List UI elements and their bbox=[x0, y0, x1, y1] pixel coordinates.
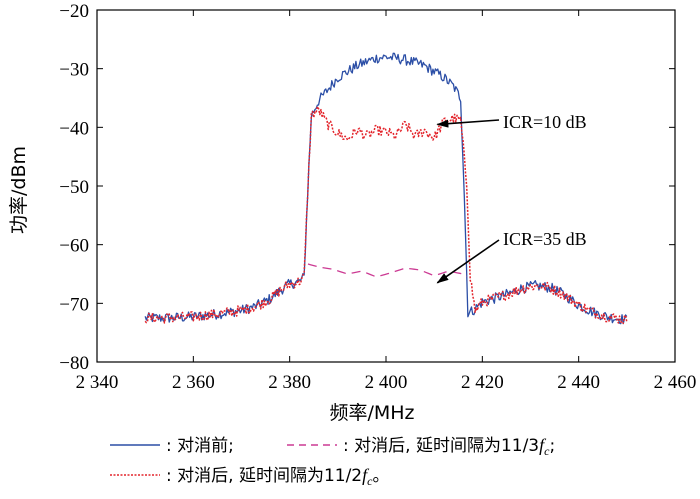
x-tick-label: 2 340 bbox=[76, 372, 119, 393]
y-tick-label: −20 bbox=[59, 1, 89, 22]
annotations: ICR=10 dB ICR=35 dB bbox=[436, 112, 587, 284]
x-tick-label: 2 360 bbox=[172, 372, 215, 393]
y-axis-label: 功率/dBm bbox=[8, 146, 30, 234]
y-tick-label: −80 bbox=[59, 353, 89, 374]
series-line bbox=[144, 105, 628, 325]
annotation-arrow bbox=[436, 239, 500, 284]
plot-area bbox=[144, 52, 628, 325]
annotation-label: ICR=10 dB bbox=[503, 112, 587, 132]
y-tick-label: −30 bbox=[59, 60, 89, 81]
series-line bbox=[144, 52, 628, 325]
y-tick-label: −40 bbox=[59, 118, 89, 139]
axes: 2 340 2 360 2 380 2 400 2 420 2 440 2 460 −80 −7… bbox=[59, 1, 696, 393]
y-tick-label: −70 bbox=[59, 294, 89, 315]
x-tick-label: 2 380 bbox=[268, 372, 311, 393]
annotation-label: ICR=35 dB bbox=[503, 229, 587, 249]
legend-label: : 对消前; bbox=[166, 436, 234, 456]
x-tick-label: 2 440 bbox=[557, 372, 600, 393]
legend: : 对消前; : 对消后, 延时间隔为11/3fc; : 对消后, 延时间隔为11/… bbox=[110, 435, 555, 488]
y-tick-label: −50 bbox=[59, 177, 89, 198]
legend-label: : 对消后, 延时间隔为11/2fc。 bbox=[166, 465, 389, 488]
annotation-arrow bbox=[436, 119, 500, 128]
x-tick-label: 2 460 bbox=[654, 372, 697, 393]
x-tick-label: 2 420 bbox=[461, 372, 504, 393]
plot-frame bbox=[96, 9, 676, 363]
legend-label: : 对消后, 延时间隔为11/3fc; bbox=[343, 435, 555, 458]
x-tick-label: 2 400 bbox=[365, 372, 408, 393]
series-line bbox=[307, 263, 468, 278]
x-axis-label: 频率/MHz bbox=[329, 402, 414, 424]
y-tick-label: −60 bbox=[59, 236, 89, 257]
